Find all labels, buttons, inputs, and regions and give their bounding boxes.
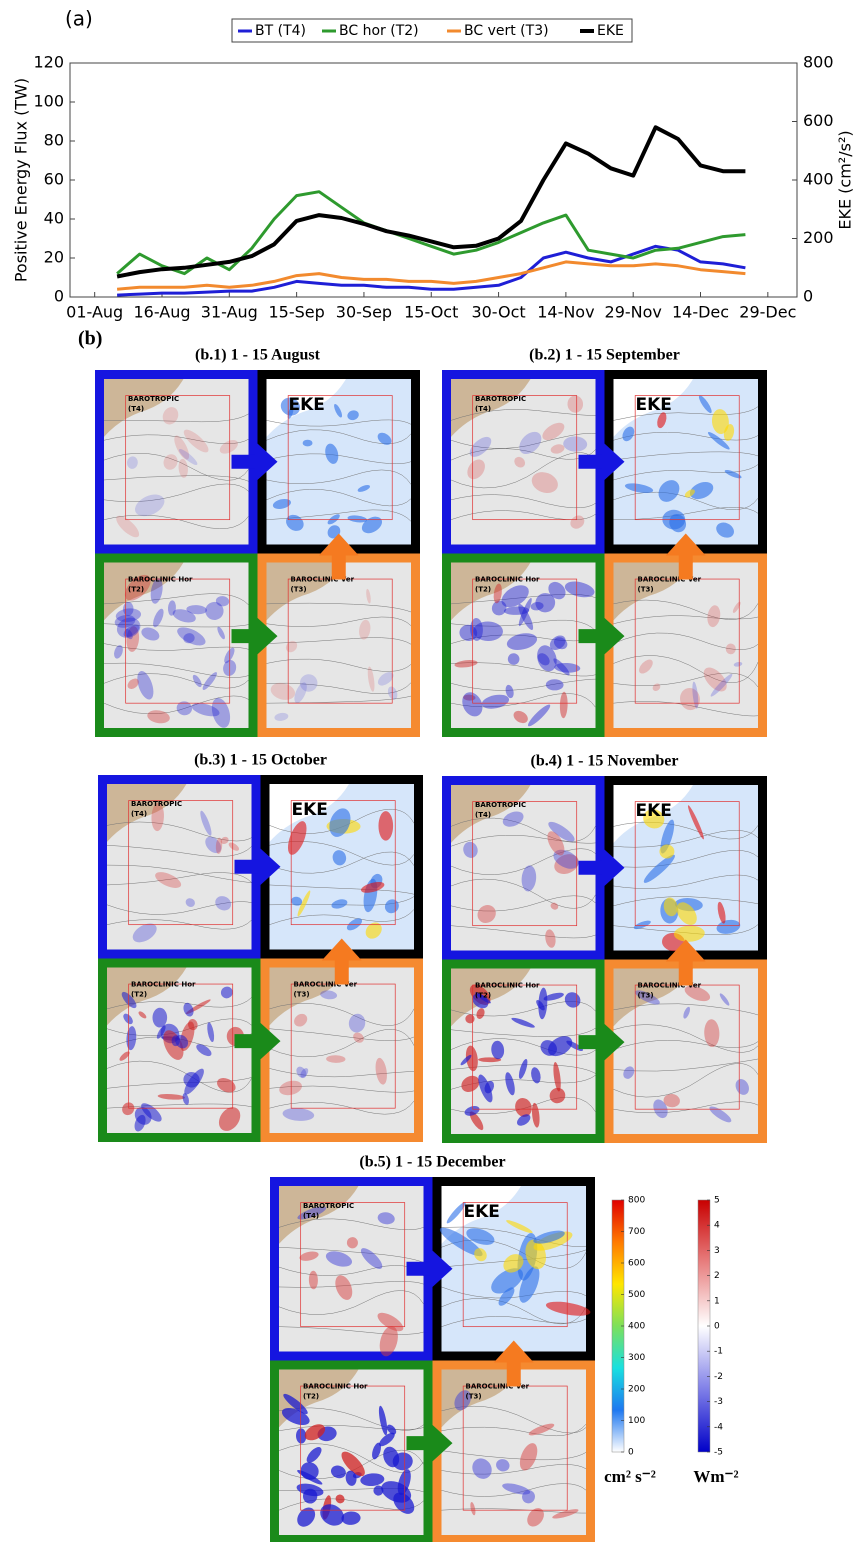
colorbar-tick-label: -1: [714, 1347, 723, 1357]
y-tick-label: 120: [33, 53, 64, 72]
flux-pattern: [378, 811, 393, 841]
series-line: [117, 246, 745, 295]
quadrant-label: BAROCLINIC Hor: [475, 982, 540, 990]
flux-pattern: [303, 440, 313, 447]
x-tick-label: 29-Nov: [605, 303, 662, 322]
y-tick-label: 80: [44, 131, 64, 150]
y2-tick-label: 200: [803, 228, 834, 247]
colorbar-tick-label: 200: [628, 1385, 645, 1395]
legend-label: BT (T4): [255, 23, 306, 39]
legend-label: EKE: [597, 23, 624, 39]
quadrant-label: (T3): [466, 1393, 482, 1401]
colorbar-unit: cm² s⁻²: [604, 1467, 656, 1486]
y-tick-label: 20: [44, 248, 64, 267]
quadrant-label: EKE: [464, 1202, 500, 1222]
quadrant-label: (T4): [131, 810, 147, 818]
quadrant-label: (T3): [291, 586, 307, 594]
colorbar-tick-label: 5: [714, 1196, 720, 1206]
figure: (a)020406080100120020040060080001-Aug16-…: [0, 0, 860, 1542]
panel-title: (b.1) 1 - 15 August: [195, 347, 321, 364]
colorbar-tick-label: -5: [714, 1448, 723, 1458]
colorbar-tick-label: 1: [714, 1296, 720, 1306]
x-tick-label: 14-Nov: [537, 303, 594, 322]
quadrant-label: (T2): [475, 992, 491, 1000]
quadrant-label: (T3): [638, 586, 654, 594]
quadrant-label: BAROTROPIC: [128, 395, 179, 403]
colorbar-tick-label: 100: [628, 1416, 645, 1426]
y2-tick-label: 800: [803, 53, 834, 72]
quadrant-label: BAROCLINIC Hor: [475, 576, 540, 584]
y-tick-label: 0: [54, 287, 64, 306]
x-tick-label: 01-Aug: [66, 303, 123, 322]
x-tick-label: 16-Aug: [133, 303, 190, 322]
y-tick-label: 100: [33, 92, 64, 111]
quadrant-label: BAROTROPIC: [475, 801, 526, 809]
y2-tick-label: 400: [803, 170, 834, 189]
colorbar-tick-label: 2: [714, 1271, 720, 1281]
quadrant-label: (T2): [131, 991, 147, 999]
y2-axis-label: EKE (cm²/s²): [836, 130, 855, 229]
y2-tick-label: 600: [803, 111, 834, 130]
quadrant-label: (T4): [128, 405, 144, 413]
quadrant-label: (T2): [303, 1393, 319, 1401]
colorbar-tick-label: 400: [628, 1322, 645, 1332]
y2-tick-label: 0: [803, 287, 813, 306]
panel-label: (b): [78, 328, 102, 350]
y-tick-label: 60: [44, 170, 64, 189]
y-axis-label: Positive Energy Flux (TW): [12, 78, 31, 282]
colorbar-tick-label: 3: [714, 1246, 720, 1256]
series-line: [117, 127, 745, 276]
quadrant-label: EKE: [289, 395, 325, 415]
colorbar-tick-label: 800: [628, 1196, 645, 1206]
quadrant-label: BAROTROPIC: [131, 800, 182, 808]
x-tick-label: 31-Aug: [201, 303, 258, 322]
x-tick-label: 30-Sep: [336, 303, 392, 322]
quadrant-label: (T4): [475, 405, 491, 413]
quadrant-label: BAROCLINIC Hor: [128, 576, 193, 584]
panel-title: (b.4) 1 - 15 November: [531, 753, 679, 770]
x-tick-label: 15-Oct: [404, 303, 458, 322]
quadrant-label: (T2): [128, 586, 144, 594]
x-tick-label: 15-Sep: [268, 303, 324, 322]
quadrant-label: (T4): [475, 811, 491, 819]
colorbar-tick-label: -2: [714, 1372, 723, 1382]
quadrant-label: EKE: [636, 395, 672, 415]
panel-title: (b.3) 1 - 15 October: [194, 752, 327, 769]
quadrant-label: EKE: [636, 801, 672, 821]
legend-label: BC hor (T2): [339, 23, 419, 39]
quadrant-label: (T3): [638, 992, 654, 1000]
colorbar-tick-label: 600: [628, 1259, 645, 1269]
colorbar-tick-label: 300: [628, 1353, 645, 1363]
panel-title: (b.2) 1 - 15 September: [529, 347, 680, 364]
colorbar-tick-label: -4: [714, 1422, 723, 1432]
x-tick-label: 30-Oct: [471, 303, 525, 322]
colorbar-tick-label: 700: [628, 1227, 645, 1237]
quadrant-label: (T2): [475, 586, 491, 594]
panel-title: (b.5) 1 - 15 December: [359, 1154, 505, 1171]
x-tick-label: 14-Dec: [672, 303, 729, 322]
colorbar-unit: Wm⁻²: [693, 1467, 738, 1486]
colorbar-tick-label: 0: [628, 1448, 634, 1458]
quadrant-label: (T3): [294, 991, 310, 999]
colorbar-tick-label: 500: [628, 1290, 645, 1300]
colorbar-tick-label: -3: [714, 1397, 723, 1407]
quadrant-label: BAROTROPIC: [475, 395, 526, 403]
legend-label: BC vert (T3): [464, 23, 549, 39]
quadrant-label: EKE: [292, 800, 328, 820]
quadrant-label: BAROTROPIC: [303, 1202, 354, 1210]
y-tick-label: 40: [44, 209, 64, 228]
quadrant-label: BAROCLINIC Hor: [303, 1383, 368, 1391]
colorbar-tick-label: 4: [714, 1221, 720, 1231]
quadrant-label: BAROCLINIC Hor: [131, 981, 196, 989]
plot-frame: [70, 63, 797, 297]
series-line: [117, 192, 745, 274]
x-tick-label: 29-Dec: [739, 303, 796, 322]
panel-label: (a): [65, 7, 93, 31]
quadrant-label: (T4): [303, 1212, 319, 1220]
colorbar-tick-label: 0: [714, 1322, 720, 1332]
